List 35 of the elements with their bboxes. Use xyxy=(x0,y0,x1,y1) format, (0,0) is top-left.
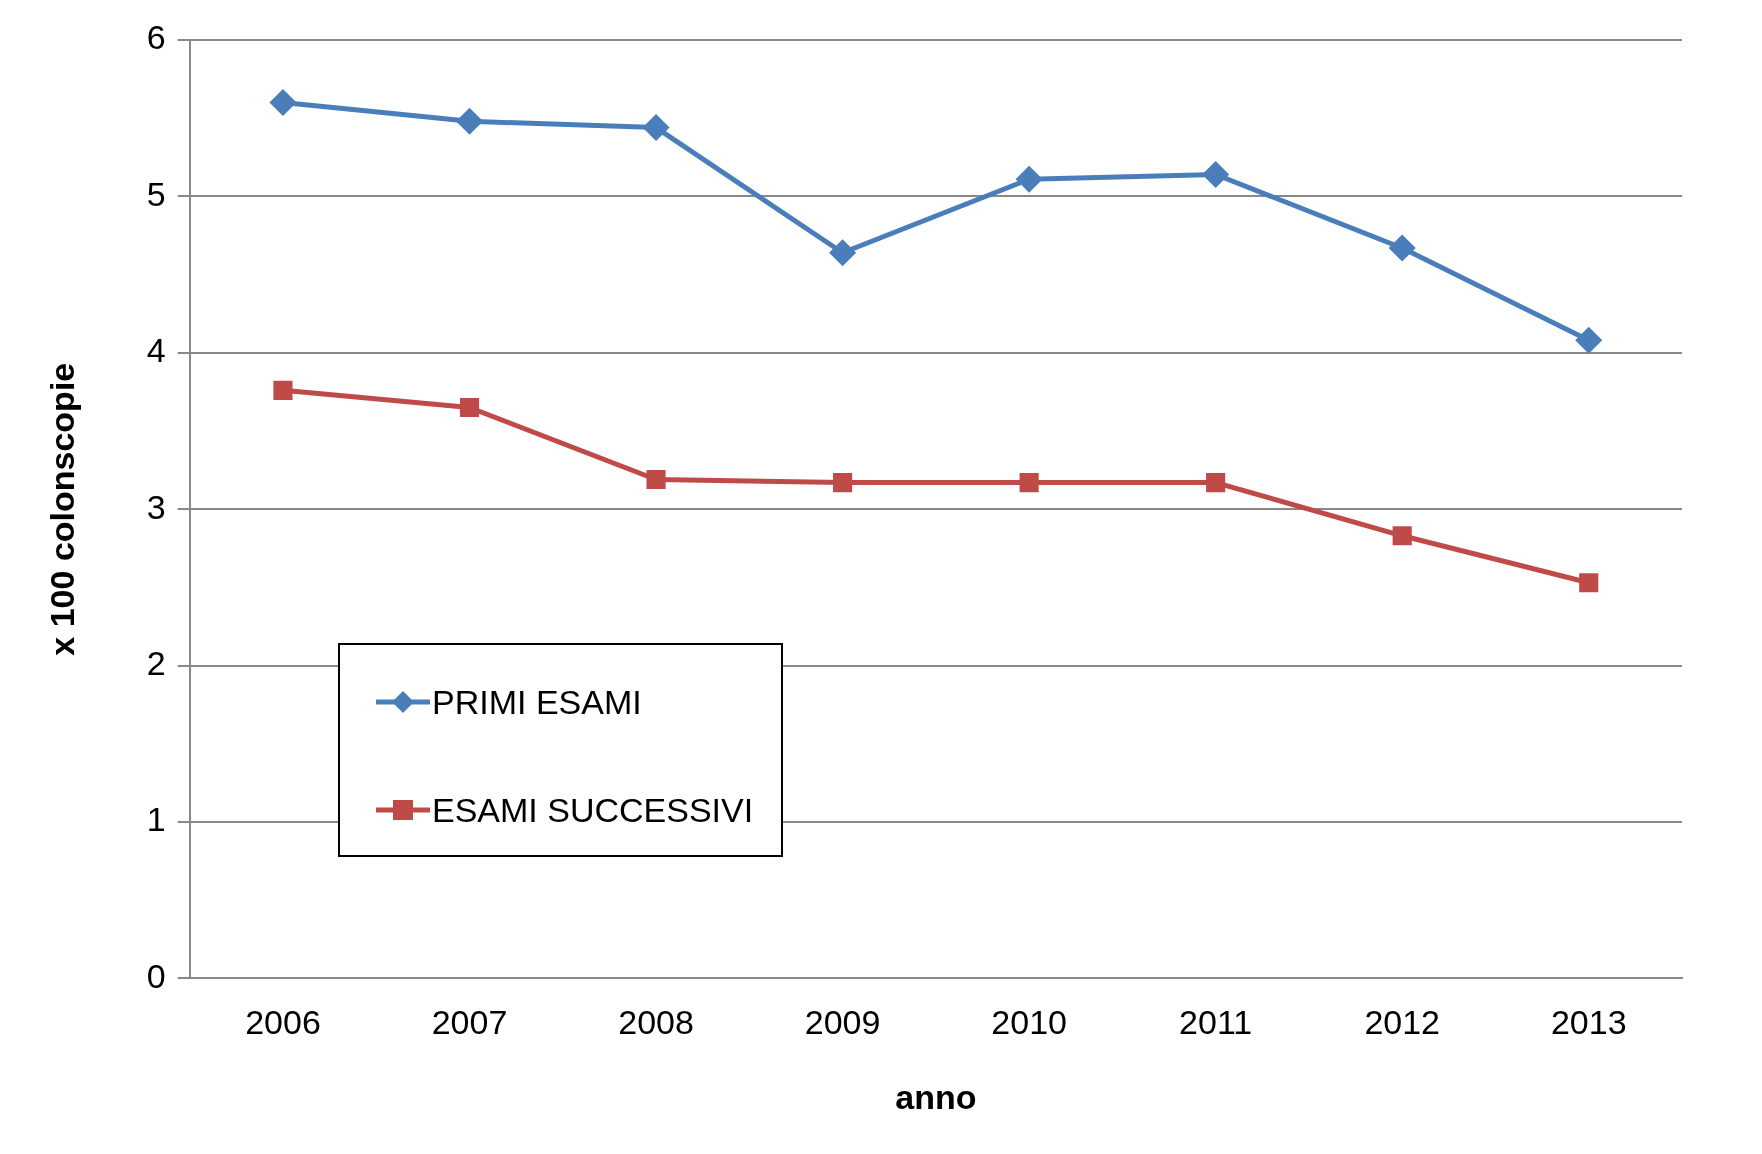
legend-label: PRIMI ESAMI xyxy=(432,682,642,722)
point xyxy=(1579,573,1599,593)
point xyxy=(459,397,480,418)
point xyxy=(833,473,853,493)
point xyxy=(1203,162,1229,187)
y-tick-label: 1 xyxy=(146,800,166,839)
y-tick-label: 0 xyxy=(146,956,166,995)
y-tick-label: 4 xyxy=(146,331,166,370)
point xyxy=(1389,235,1415,261)
point xyxy=(1576,327,1602,353)
y-tick-label: 5 xyxy=(146,174,166,213)
point xyxy=(646,469,666,490)
point xyxy=(1392,526,1412,546)
point xyxy=(643,115,669,141)
x-tick-label: 2010 xyxy=(991,1003,1067,1042)
y-axis-title: x 100 colonscopie xyxy=(42,362,81,656)
point xyxy=(1019,473,1039,493)
x-tick-label: 2009 xyxy=(804,1003,881,1042)
x-tick-label: 2008 xyxy=(618,1003,694,1042)
point xyxy=(1206,473,1226,493)
x-tick-label: 2006 xyxy=(245,1003,321,1042)
y-tick-label: 3 xyxy=(146,487,166,526)
x-tick-label: 2007 xyxy=(431,1003,508,1042)
y-tick-label: 2 xyxy=(146,643,166,682)
point xyxy=(1016,166,1042,192)
x-tick-label: 2013 xyxy=(1550,1003,1627,1042)
point xyxy=(273,380,293,400)
point xyxy=(457,108,483,134)
x-axis-title: anno xyxy=(895,1077,977,1116)
point xyxy=(830,240,856,266)
legend-label: ESAMI SUCCESSIVI xyxy=(432,790,754,830)
point xyxy=(270,90,296,116)
y-tick-label: 6 xyxy=(146,18,166,57)
x-tick-label: 2011 xyxy=(1179,1003,1253,1042)
x-tick-label: 2012 xyxy=(1364,1003,1441,1042)
